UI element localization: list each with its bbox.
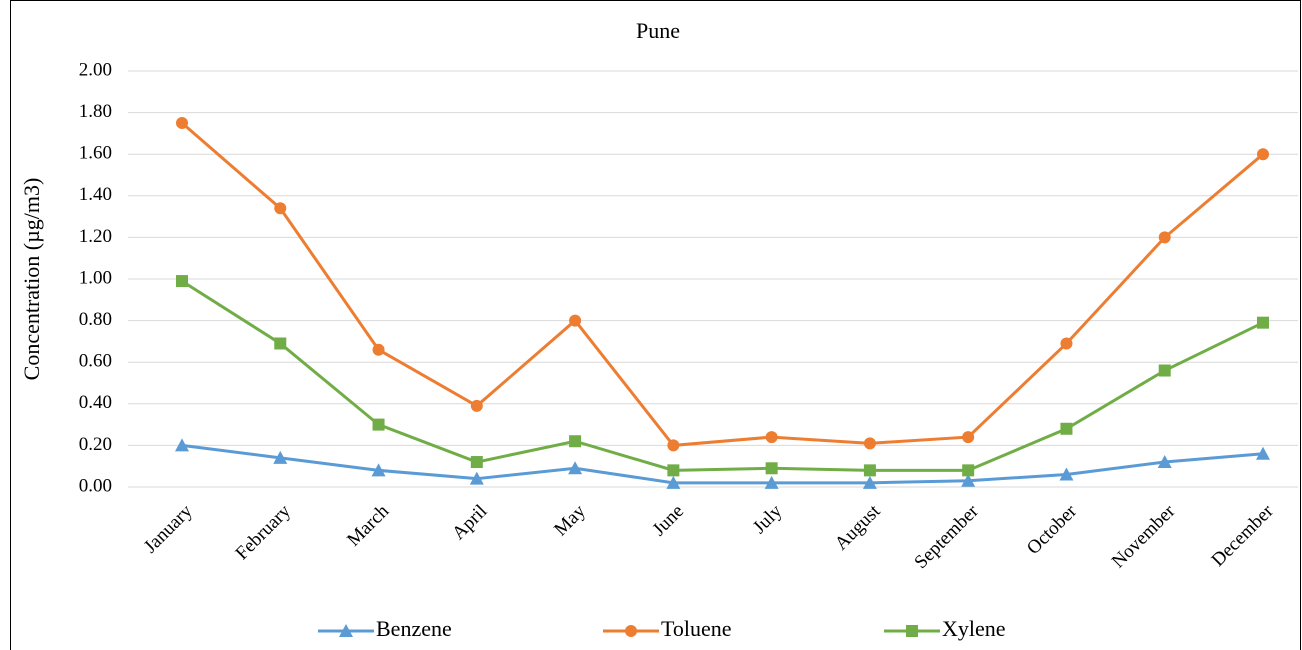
y-tick-label: 0.60: [79, 351, 112, 372]
y-axis-label: Concentration (µg/m3): [19, 178, 44, 381]
data-point: [1158, 231, 1171, 244]
data-point: [667, 439, 680, 452]
legend-marker: [625, 625, 637, 637]
chart-title: Pune: [636, 18, 680, 43]
data-point: [666, 475, 681, 489]
data-point: [765, 462, 778, 475]
data-point: [372, 418, 385, 431]
data-point: [1060, 337, 1073, 350]
series-line: [181, 443, 1264, 485]
data-point: [470, 456, 483, 469]
y-tick-label: 2.00: [79, 59, 112, 80]
data-point: [962, 431, 975, 444]
y-tick-label: 1.20: [79, 226, 112, 247]
data-point: [469, 471, 484, 485]
data-point: [569, 314, 582, 327]
y-tick-label: 0.80: [79, 309, 112, 330]
data-point: [176, 117, 188, 129]
frame: [10, 0, 1301, 650]
data-point: [274, 202, 287, 215]
data-point: [1059, 467, 1074, 481]
y-tick-label: 1.60: [79, 143, 112, 164]
data-point: [765, 431, 778, 444]
series-line: [181, 121, 1264, 447]
y-tick-label: 1.80: [79, 101, 112, 122]
data-point: [372, 343, 385, 356]
legend-marker: [906, 625, 918, 637]
y-tick-label: 1.00: [79, 267, 112, 288]
data-point: [764, 475, 779, 489]
legend-label: Xylene: [942, 616, 1006, 641]
data-point: [274, 337, 287, 350]
data-point: [175, 438, 189, 452]
data-point: [569, 435, 582, 448]
data-point: [1256, 446, 1270, 460]
data-point: [1257, 148, 1269, 161]
legend-marker: [339, 624, 353, 637]
y-tick-label: 0.40: [79, 392, 112, 413]
data-point: [863, 437, 876, 450]
data-point: [862, 475, 877, 489]
legend-label: Benzene: [376, 616, 452, 641]
data-point: [1157, 455, 1172, 469]
data-point: [371, 463, 386, 477]
data-point: [470, 399, 483, 412]
data-point: [273, 450, 288, 464]
series-line: [181, 279, 1264, 472]
y-tick-label: 0.20: [79, 434, 112, 455]
data-point: [961, 473, 976, 487]
legend-label: Toluene: [661, 616, 732, 641]
y-tick-label: 0.00: [79, 475, 112, 496]
data-point: [667, 464, 680, 477]
data-point: [1158, 364, 1171, 377]
data-point: [568, 461, 583, 475]
data-point: [1257, 316, 1269, 329]
data-point: [863, 464, 876, 477]
data-point: [962, 464, 975, 477]
data-point: [176, 275, 188, 288]
y-tick-label: 1.40: [79, 184, 112, 205]
data-point: [1060, 422, 1073, 435]
